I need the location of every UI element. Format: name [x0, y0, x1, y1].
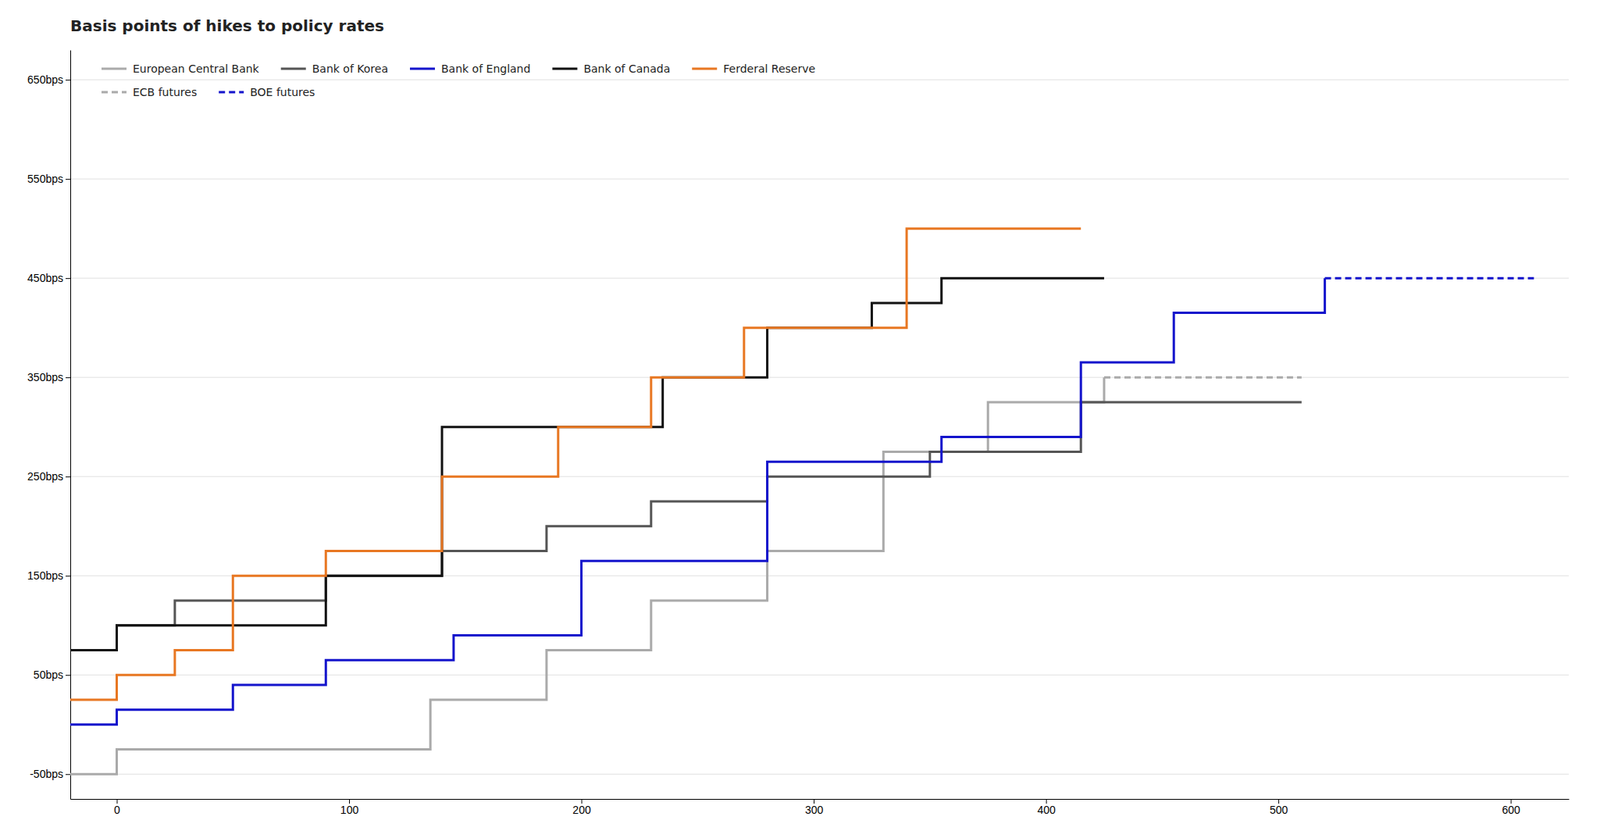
y-axis-line — [70, 50, 72, 800]
legend-item: European Central Bank — [101, 62, 261, 75]
x-tick: 600 — [1501, 798, 1521, 817]
legend-label: European Central Bank — [132, 62, 261, 75]
legend-label: Bank of Korea — [312, 62, 389, 75]
grid-line — [70, 773, 1569, 775]
y-tick-label: 650bps — [27, 73, 64, 86]
y-tick: 550bps — [27, 172, 71, 186]
x-tick-label: 200 — [572, 803, 592, 817]
y-tick-label: 450bps — [27, 271, 64, 285]
legend-item: Bank of Korea — [281, 62, 389, 75]
legend-swatch — [691, 67, 717, 71]
y-tick-mark — [65, 178, 71, 180]
y-tick-label: -50bps — [29, 767, 64, 781]
legend-label: Ferderal Reserve — [723, 62, 816, 75]
y-tick-label: 150bps — [27, 569, 64, 582]
x-tick-label: 100 — [340, 803, 360, 817]
series-line — [1104, 376, 1302, 379]
x-tick: 200 — [572, 798, 592, 817]
title: Basis points of hikes to policy rates — [70, 16, 385, 36]
grid-line — [70, 377, 1569, 378]
x-tick-label: 500 — [1269, 803, 1289, 817]
legend-swatch — [101, 67, 127, 71]
legend-swatch — [218, 91, 244, 94]
x-axis-line — [71, 798, 1570, 800]
x-tick: 400 — [1036, 798, 1056, 817]
legend-item: ECB futures — [101, 85, 197, 99]
legend-label: Bank of England — [441, 62, 531, 75]
legend-swatch — [552, 67, 578, 71]
legend-swatch — [281, 67, 307, 71]
grid — [70, 79, 1569, 774]
legend-item: BOE futures — [218, 85, 315, 99]
x-tick-label: 300 — [805, 803, 824, 817]
x-tick: 500 — [1269, 798, 1289, 817]
legend-swatch — [409, 67, 435, 71]
y-tick-mark — [65, 674, 71, 676]
y-tick-label: 250bps — [27, 470, 64, 483]
y-tick-mark — [65, 377, 71, 378]
y-tick-label: 50bps — [33, 668, 64, 681]
x-tick-label: 0 — [114, 803, 121, 817]
y-tick: 350bps — [27, 370, 71, 384]
x-tick-label: 400 — [1036, 803, 1056, 817]
x-tick-label: 600 — [1501, 803, 1521, 817]
plot: -50bps 50bps 150bps 250bps 350bps 450bps 550bp… — [27, 50, 1569, 817]
y-tick: 250bps — [27, 470, 71, 483]
series-line — [70, 402, 1302, 651]
y-tick-mark — [65, 575, 71, 577]
legend-label: BOE futures — [249, 85, 315, 99]
series-group — [70, 228, 1534, 775]
series-line — [70, 277, 1326, 725]
x-axis: 0 100 200 300 400 500 600 — [71, 798, 1570, 817]
y-tick: -50bps — [29, 767, 71, 781]
grid-line — [70, 674, 1569, 676]
y-tick-mark — [65, 476, 71, 478]
legend-label: Bank of Canada — [583, 62, 670, 75]
x-tick: 100 — [340, 798, 360, 817]
y-tick: 50bps — [33, 668, 71, 681]
legend-item: Bank of England — [409, 62, 531, 75]
y-tick-mark — [65, 79, 71, 81]
y-tick: 650bps — [27, 73, 71, 86]
y-tick-mark — [65, 773, 71, 775]
legend-label: ECB futures — [132, 85, 197, 99]
y-axis: -50bps 50bps 150bps 250bps 350bps 450bps 550bp… — [27, 50, 71, 800]
grid-line — [70, 277, 1569, 279]
series-line — [70, 277, 1105, 650]
legend-item: Ferderal Reserve — [691, 62, 816, 75]
legend-item: Bank of Canada — [552, 62, 670, 75]
y-tick-mark — [65, 277, 71, 279]
x-tick: 0 — [114, 798, 121, 817]
chart: -50bps 50bps 150bps 250bps 350bps 450bps 550bp… — [0, 0, 1600, 838]
y-tick: 150bps — [27, 569, 71, 582]
series-line — [70, 228, 1081, 700]
series-line — [1325, 277, 1535, 280]
legend-swatch — [101, 91, 127, 94]
grid-line — [70, 79, 1569, 81]
grid-line — [70, 178, 1569, 180]
y-tick-label: 550bps — [27, 172, 64, 186]
x-tick: 300 — [805, 798, 824, 817]
legend: European Central Bank Bank of Korea Bank o… — [101, 62, 816, 99]
y-tick: 450bps — [27, 271, 71, 285]
y-tick-label: 350bps — [27, 370, 64, 384]
